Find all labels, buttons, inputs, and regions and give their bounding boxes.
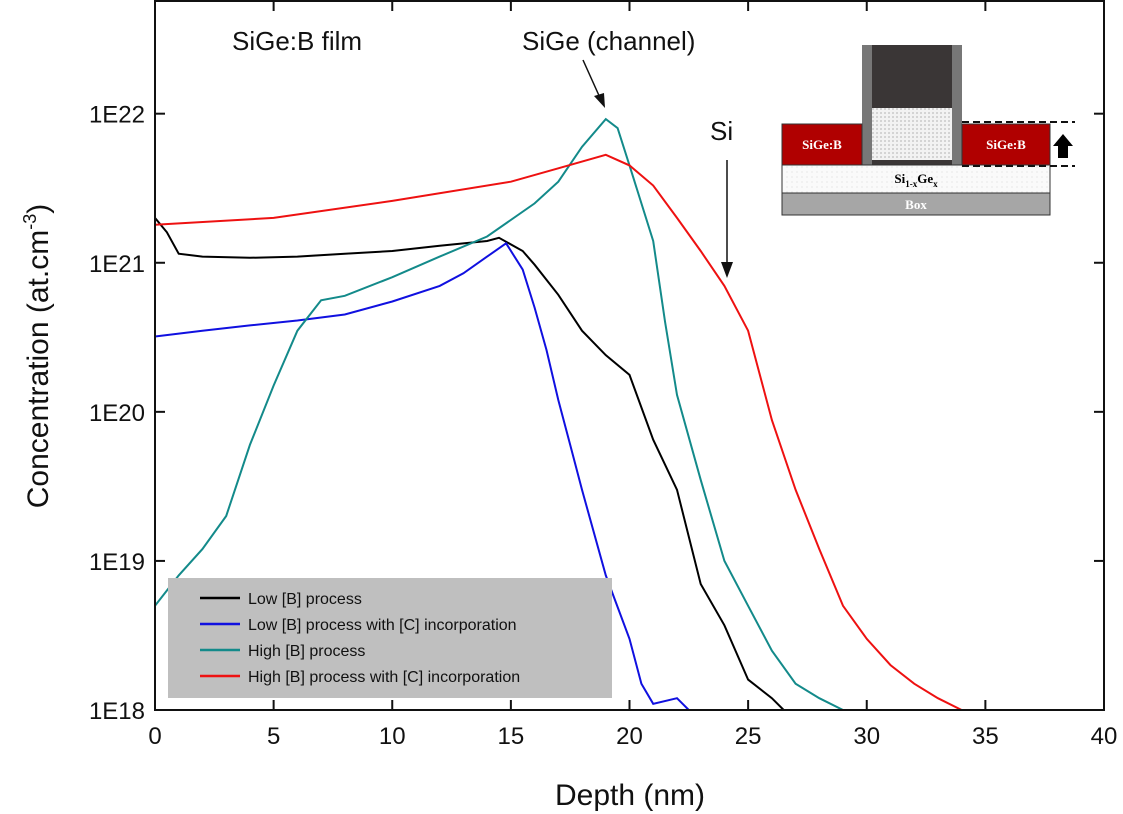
legend-label: Low [B] process with [C] incorporation	[248, 617, 517, 634]
x-axis-title: Depth (nm)	[555, 779, 705, 812]
annotation: SiGe (channel)	[522, 26, 695, 56]
annotation: Si	[710, 116, 733, 146]
sige-b-left	[781, 123, 863, 166]
arrowhead	[594, 93, 605, 108]
inset-label-part: Ge	[917, 171, 933, 186]
legend-label: Low [B] process	[248, 591, 362, 608]
channel	[872, 108, 952, 160]
arrow	[582, 59, 602, 101]
x-tick-label: 35	[972, 723, 999, 750]
inset-label: Si1-xGex	[894, 171, 938, 189]
x-tick-label: 15	[498, 723, 525, 750]
x-tick-label: 25	[735, 723, 762, 750]
sige-layer	[781, 164, 1051, 194]
spacer	[952, 45, 962, 165]
legend-label: High [B] process	[248, 643, 365, 660]
y-tick-label: 1E21	[89, 251, 145, 278]
y-tick-label: 1E19	[89, 549, 145, 576]
plot-area: 0 5 10 15 20 25 30 35 40 1E18 1E19 1E20 1E21 1E22 Low …	[89, 0, 1118, 750]
spacer	[862, 45, 872, 165]
annotation: SiGe:B film	[232, 26, 362, 56]
x-tick-label: 30	[853, 723, 880, 750]
y-tick-label: 1E22	[89, 102, 145, 129]
x-tick-label: 5	[267, 723, 280, 750]
series-line	[155, 241, 690, 710]
y-axis-title-sup: -3	[20, 214, 40, 230]
legend-box	[168, 578, 612, 698]
x-tick-label: 40	[1091, 723, 1118, 750]
legend: Low [B] process Low [B] process with [C] …	[168, 578, 612, 698]
x-tick-label: 20	[616, 723, 643, 750]
up-arrow	[1053, 134, 1073, 158]
x-tick-label: 10	[379, 723, 406, 750]
inset-label-part: Si	[894, 171, 905, 186]
inset-label: Box	[905, 197, 927, 212]
inset: SiGe:B SiGe:B Si1-xGex Box	[781, 45, 1075, 216]
series-line	[155, 217, 785, 710]
box-layer	[781, 192, 1051, 216]
series-line	[155, 153, 963, 710]
inset-label-sub: 1-x	[905, 179, 917, 189]
inset-label: SiGe:B	[986, 137, 1026, 152]
sige-b-right	[961, 123, 1051, 166]
inset-label-sub: x	[933, 179, 938, 189]
y-axis-title-text: Concentration (at.cm	[22, 230, 55, 508]
y-tick-label: 1E20	[89, 400, 145, 427]
arrowhead	[721, 262, 733, 278]
legend-label: High [B] process with [C] incorporation	[248, 669, 520, 686]
inset-label: SiGe:B	[802, 137, 842, 152]
y-tick-label: 1E18	[89, 698, 145, 725]
x-tick-label: 0	[148, 723, 161, 750]
y-axis-title-text: )	[22, 204, 55, 214]
y-axis-title: Concentration (at.cm-3)	[20, 204, 55, 508]
